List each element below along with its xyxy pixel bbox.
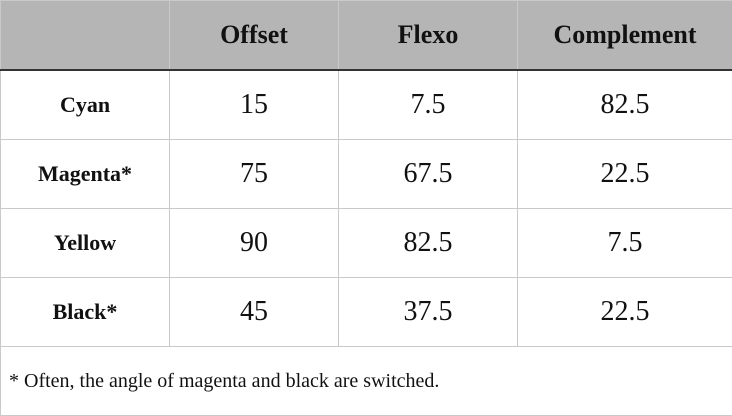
corner-cell xyxy=(1,1,170,71)
cell-value: 37.5 xyxy=(339,278,518,347)
cell-value: 22.5 xyxy=(518,278,732,347)
cell-value: 22.5 xyxy=(518,140,732,209)
column-header: Complement xyxy=(518,1,732,71)
cell-value: 7.5 xyxy=(339,70,518,140)
table-footer: * Often, the angle of magenta and black … xyxy=(1,347,732,416)
row-label: Magenta* xyxy=(1,140,170,209)
cell-value: 15 xyxy=(170,70,339,140)
header-row: Offset Flexo Complement xyxy=(1,1,732,71)
cell-value: 67.5 xyxy=(339,140,518,209)
row-label: Black* xyxy=(1,278,170,347)
cell-value: 75 xyxy=(170,140,339,209)
column-header: Flexo xyxy=(339,1,518,71)
cell-value: 82.5 xyxy=(339,209,518,278)
column-header: Offset xyxy=(170,1,339,71)
footnote-row: * Often, the angle of magenta and black … xyxy=(1,347,732,416)
footnote: * Often, the angle of magenta and black … xyxy=(1,347,732,416)
cell-value: 82.5 xyxy=(518,70,732,140)
cell-value: 45 xyxy=(170,278,339,347)
table-header: Offset Flexo Complement xyxy=(1,1,732,71)
row-label: Yellow xyxy=(1,209,170,278)
cell-value: 90 xyxy=(170,209,339,278)
row-label: Cyan xyxy=(1,70,170,140)
cell-value: 7.5 xyxy=(518,209,732,278)
